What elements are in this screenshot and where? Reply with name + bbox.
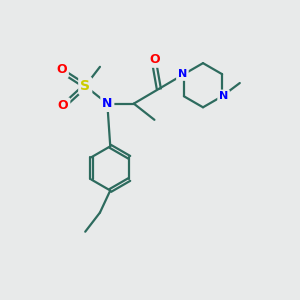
Text: S: S [80,79,90,93]
Text: N: N [178,69,187,79]
Text: O: O [56,63,67,76]
Text: O: O [58,99,68,112]
Text: O: O [149,53,160,66]
Text: N: N [102,97,112,110]
Text: N: N [219,91,228,101]
